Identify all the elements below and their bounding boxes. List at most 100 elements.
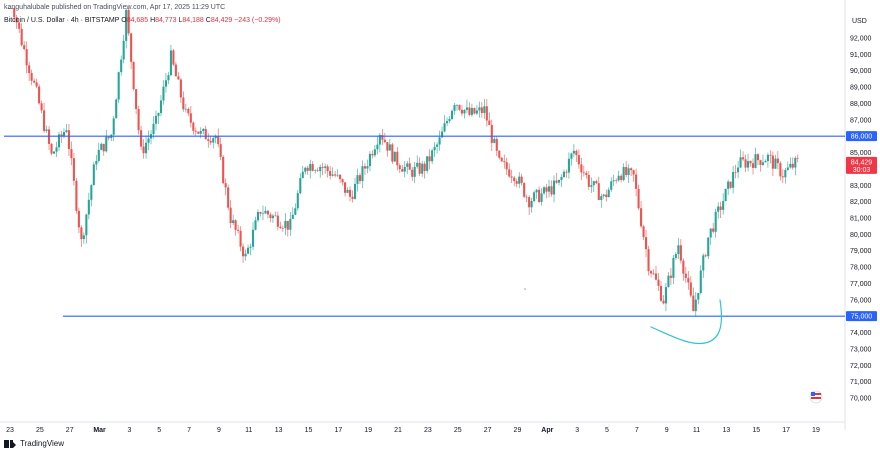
candle-body xyxy=(209,140,212,143)
candle-body xyxy=(632,170,635,175)
candle-body xyxy=(376,144,379,150)
low-value: 84,188 xyxy=(182,17,204,24)
candle-body xyxy=(289,218,292,230)
candle-body xyxy=(294,208,297,215)
candle-body xyxy=(401,169,404,172)
candle-body xyxy=(256,212,260,221)
candle-body xyxy=(157,113,160,116)
candle-body xyxy=(351,196,354,199)
candle-body xyxy=(177,76,180,80)
candle-body xyxy=(254,220,257,230)
candle-body xyxy=(202,128,205,131)
candle-body xyxy=(28,65,31,74)
candle-body xyxy=(659,285,663,301)
candle-body xyxy=(249,246,252,248)
candle-body xyxy=(60,134,63,137)
candle-body xyxy=(597,183,600,201)
candle-body xyxy=(483,106,486,113)
candle-body xyxy=(436,144,439,147)
candle-body xyxy=(734,172,737,173)
y-tick-label: 80,000 xyxy=(850,232,872,239)
candle-body xyxy=(299,178,302,194)
candle-body xyxy=(433,146,436,151)
candle-body xyxy=(33,80,36,83)
candle-body xyxy=(672,257,675,278)
candle-body xyxy=(95,160,98,165)
candle-body xyxy=(460,109,464,114)
candle-body xyxy=(85,214,88,236)
candle-body xyxy=(207,139,210,141)
candle-body xyxy=(640,208,643,227)
candle-body xyxy=(754,154,757,168)
candle-body xyxy=(251,229,255,247)
candle-body xyxy=(702,255,705,271)
candle-body xyxy=(463,109,466,114)
tradingview-logo-icon xyxy=(4,439,16,448)
candle-body xyxy=(135,89,138,110)
close-label: C xyxy=(205,17,211,24)
candle-body xyxy=(18,22,21,29)
candle-body xyxy=(291,214,294,219)
candle-body xyxy=(423,163,426,171)
candle-body xyxy=(411,169,414,177)
candle-body xyxy=(107,136,110,139)
x-tick-label: 9 xyxy=(665,427,669,434)
change-value: −243 (−0.29%) xyxy=(234,17,281,24)
candle-body xyxy=(580,164,583,173)
candle-body xyxy=(57,134,61,148)
candle-body xyxy=(493,138,496,143)
candle-body xyxy=(306,167,309,171)
candle-body xyxy=(232,220,235,224)
x-tick-label: 3 xyxy=(127,427,131,434)
candle-body xyxy=(334,174,337,176)
candle-body xyxy=(732,172,735,188)
candle-body xyxy=(368,153,371,167)
candle-body xyxy=(679,245,682,261)
candle-body xyxy=(100,143,103,150)
candle-body xyxy=(523,183,526,197)
symbol-name: Bitcoin / U.S. Dollar · 4h · BITSTAMP xyxy=(4,17,120,24)
candle-body xyxy=(540,193,543,202)
candle-body xyxy=(217,136,220,145)
candle-body xyxy=(38,86,41,104)
candle-body xyxy=(142,146,145,154)
candle-body xyxy=(224,183,227,188)
x-tick-label: 23 xyxy=(424,427,432,434)
candle-body xyxy=(662,300,665,304)
candle-body xyxy=(234,220,237,230)
candle-body xyxy=(381,134,384,140)
candle-body xyxy=(682,260,685,274)
level-tag-label-75000: 75,000 xyxy=(851,314,873,321)
candle-body xyxy=(279,226,282,229)
low-label: L xyxy=(178,17,183,24)
candle-body xyxy=(154,115,158,124)
candle-body xyxy=(465,107,468,110)
candle-body xyxy=(117,72,120,100)
candle-body xyxy=(742,157,745,160)
y-tick-label: 70,000 xyxy=(850,396,872,403)
candle-body xyxy=(363,166,366,169)
candle-body xyxy=(572,150,575,154)
candle-body xyxy=(319,166,322,172)
candle-body xyxy=(712,228,715,232)
candle-body xyxy=(570,153,573,159)
candle-body xyxy=(418,162,421,174)
candle-body xyxy=(406,163,409,167)
candle-body xyxy=(77,210,80,228)
candle-body xyxy=(654,273,658,280)
candle-body xyxy=(122,40,125,60)
candle-body xyxy=(184,108,187,110)
x-tick-label: 27 xyxy=(484,427,492,434)
candle-body xyxy=(52,151,56,154)
candle-body xyxy=(23,45,26,50)
candle-body xyxy=(259,212,262,214)
candle-body xyxy=(535,189,538,193)
candle-body xyxy=(577,155,580,165)
tradingview-footer: TradingView xyxy=(4,439,64,448)
annotation-dot xyxy=(524,288,526,290)
candle-body xyxy=(794,157,797,168)
x-tick-label: 7 xyxy=(187,427,191,434)
candle-body xyxy=(689,282,692,296)
candle-body xyxy=(336,174,339,176)
